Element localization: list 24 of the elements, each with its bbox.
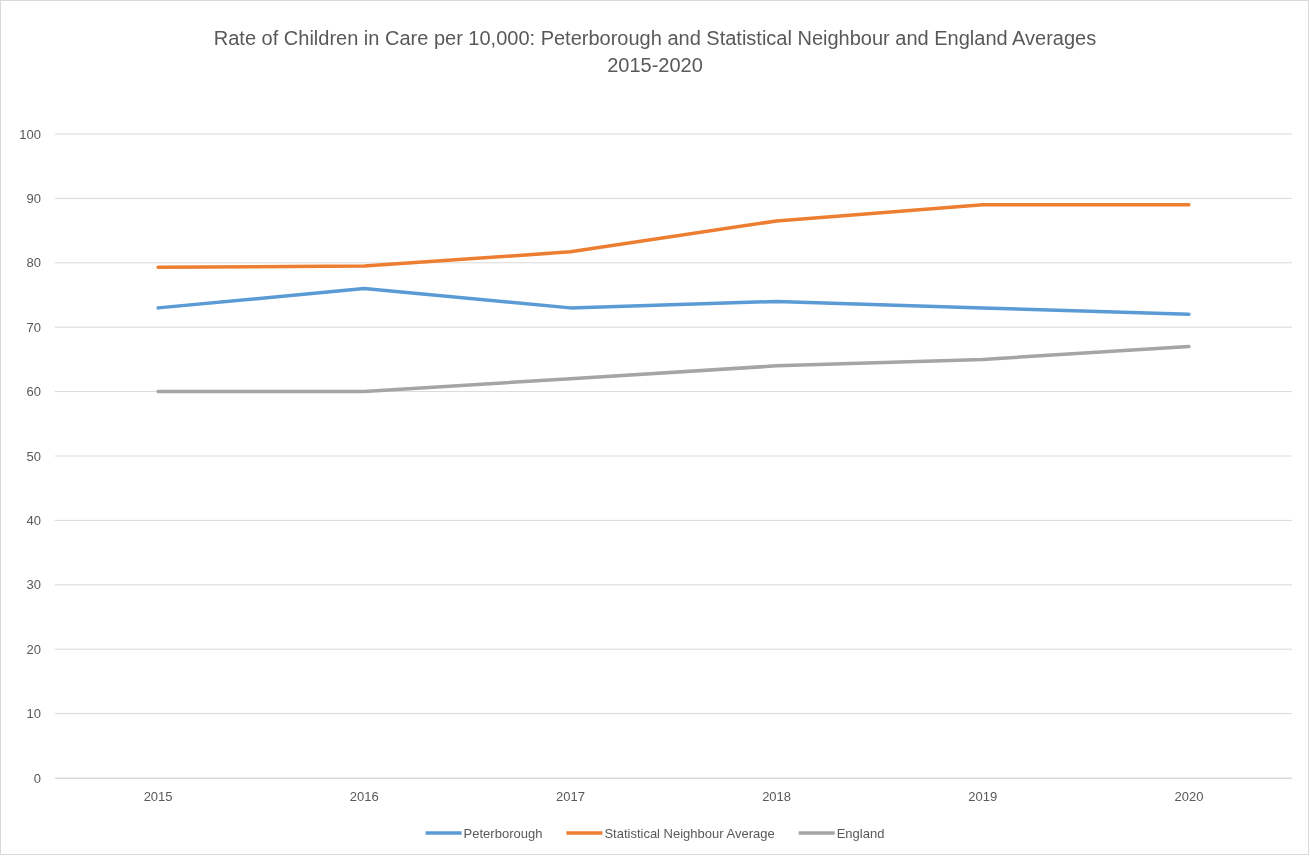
y-tick-label: 40: [26, 513, 41, 529]
legend-label: England: [836, 826, 885, 841]
line-series: [156, 203, 1191, 270]
x-tick-label: 2020: [1174, 789, 1204, 805]
line-series: [156, 286, 1191, 317]
x-tick-label: 2019: [968, 789, 998, 805]
y-tick-label: 30: [26, 577, 41, 593]
y-tick-label: 50: [26, 448, 41, 464]
x-tick-label: 2016: [349, 789, 379, 805]
x-tick-label: 2018: [762, 789, 792, 805]
y-tick-label: 100: [19, 126, 41, 142]
legend-label: Peterborough: [463, 826, 543, 841]
chart-title: Rate of Children in Care per 10,000: Peterborough and Statistical Neighbour and England Averages 2015-2020: [213, 27, 1097, 76]
y-tick-label: 70: [26, 319, 41, 335]
x-tick-label: 2015: [143, 789, 173, 805]
y-tick-label: 80: [26, 255, 41, 271]
y-tick-label: 0: [33, 770, 41, 786]
line-series: [156, 344, 1191, 394]
legend-label: Statistical Neighbour Average: [604, 826, 775, 841]
y-tick-label: 10: [26, 706, 41, 722]
x-tick-label: 2017: [555, 789, 585, 805]
y-tick-label: 20: [26, 641, 41, 657]
y-tick-label: 60: [26, 384, 41, 400]
y-tick-label: 90: [26, 191, 41, 207]
